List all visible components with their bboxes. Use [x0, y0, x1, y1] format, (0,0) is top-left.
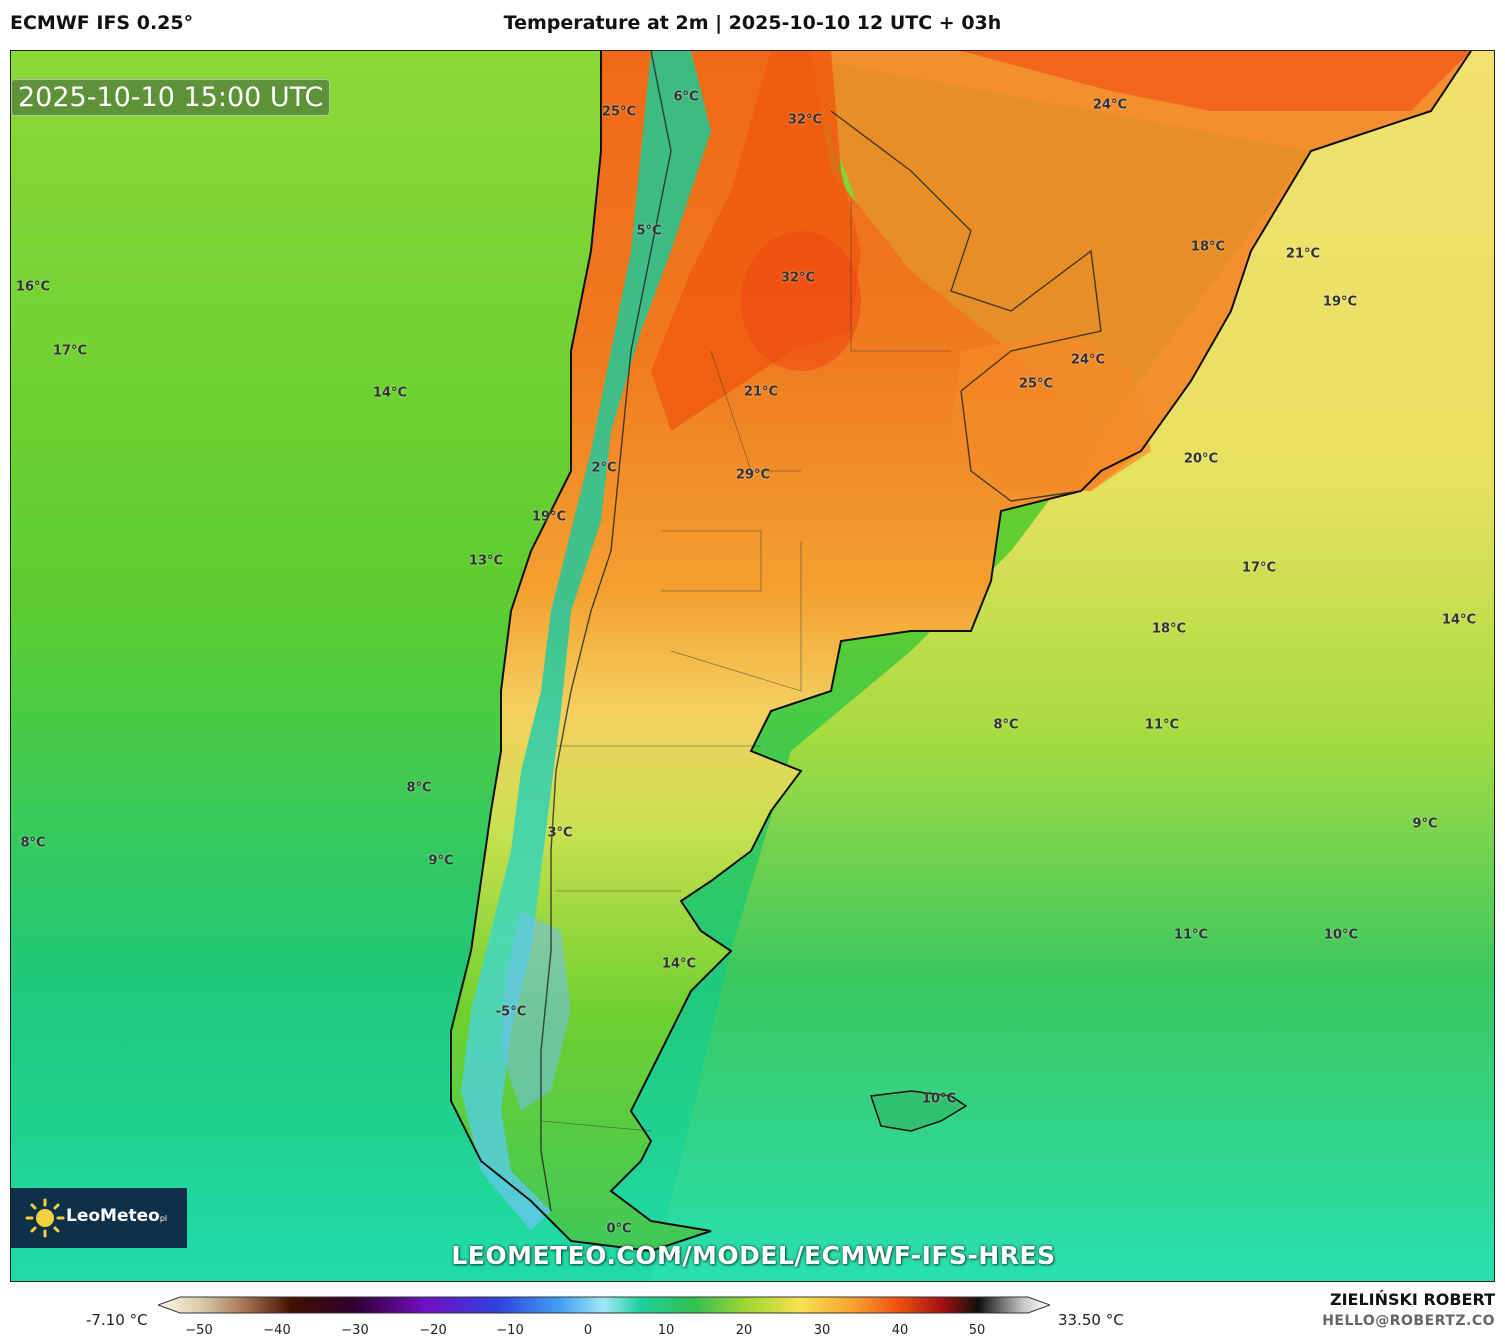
temperature-label: 5°C — [636, 223, 662, 239]
temperature-label: 25°C — [601, 104, 637, 120]
url-watermark: LEOMETEO.COM/MODEL/ECMWF-IFS-HRES — [451, 1241, 1056, 1270]
temperature-label: 24°C — [1092, 97, 1128, 113]
temperature-label: 19°C — [1322, 294, 1358, 310]
temperature-label: 16°C — [15, 279, 51, 295]
temperature-label: 32°C — [787, 112, 823, 128]
model-name: ECMWF IFS 0.25° — [10, 12, 194, 34]
temperature-label: 11°C — [1173, 927, 1209, 943]
temperature-label: 25°C — [1018, 376, 1054, 392]
temperature-label: 10°C — [1323, 927, 1359, 943]
author-name: ZIELIŃSKI ROBERT — [1329, 1290, 1495, 1309]
temperature-label: 29°C — [735, 467, 771, 483]
temperature-label: 18°C — [1190, 239, 1226, 255]
temperature-label: 17°C — [1241, 560, 1277, 576]
temperature-label: 14°C — [1441, 612, 1477, 628]
temperature-label: 6°C — [673, 89, 699, 105]
leometeo-logo: LeoMeteopl — [11, 1188, 187, 1248]
temperature-label: 8°C — [20, 835, 46, 851]
colorbar-tick: −10 — [496, 1323, 524, 1338]
temperature-label: 10°C — [921, 1091, 957, 1107]
colorbar-tick: −30 — [341, 1323, 369, 1338]
temperature-label: 8°C — [993, 717, 1019, 733]
colorbar-tick: −50 — [185, 1323, 213, 1338]
colorbar-tick: 0 — [583, 1323, 593, 1338]
colorbar-tick: −20 — [419, 1323, 447, 1338]
colorbar-min-label: -7.10 °C — [86, 1311, 148, 1329]
colorbar-max-label: 33.50 °C — [1058, 1311, 1124, 1329]
colorbar-tick: 30 — [813, 1323, 831, 1338]
colorbar-tick: 10 — [657, 1323, 675, 1338]
temperature-label: 19°C — [531, 509, 567, 525]
temperature-label: 3°C — [547, 825, 573, 841]
temperature-label: 24°C — [1070, 352, 1106, 368]
temperature-label: 0°C — [606, 1221, 632, 1237]
colorbar-tick: 40 — [891, 1323, 909, 1338]
sun-icon — [25, 1198, 65, 1238]
temperature-label: 13°C — [468, 553, 504, 569]
temperature-label: -5°C — [495, 1004, 527, 1020]
logo-text: LeoMeteopl — [66, 1206, 168, 1226]
temperature-label: 14°C — [661, 956, 697, 972]
chart-title: Temperature at 2m | 2025-10-10 12 UTC + … — [503, 12, 1002, 34]
temperature-map: 2025-10-10 15:00 UTC 6°C 25°C 32°C 24°C 5°C 3… — [10, 50, 1495, 1282]
temperature-label: 21°C — [743, 384, 779, 400]
temperature-label: 17°C — [52, 343, 88, 359]
map-canvas — [11, 51, 1494, 1281]
temperature-label: 2°C — [591, 460, 617, 476]
temperature-label: 20°C — [1183, 451, 1219, 467]
temperature-label: 9°C — [428, 853, 454, 869]
colorbar-tick: 20 — [735, 1323, 753, 1338]
temperature-label: 9°C — [1412, 816, 1438, 832]
temperature-label: 21°C — [1285, 246, 1321, 262]
colorbar — [158, 1296, 1050, 1314]
temperature-label: 8°C — [406, 780, 432, 796]
temperature-label: 32°C — [780, 270, 816, 286]
author-email: HELLO@ROBERTZ.CO — [1322, 1313, 1495, 1329]
temperature-label: 14°C — [372, 385, 408, 401]
colorbar-tick: 50 — [968, 1323, 986, 1338]
colorbar-tick: −40 — [263, 1323, 291, 1338]
temperature-label: 11°C — [1144, 717, 1180, 733]
valid-time-badge: 2025-10-10 15:00 UTC — [11, 79, 331, 116]
temperature-label: 18°C — [1151, 621, 1187, 637]
